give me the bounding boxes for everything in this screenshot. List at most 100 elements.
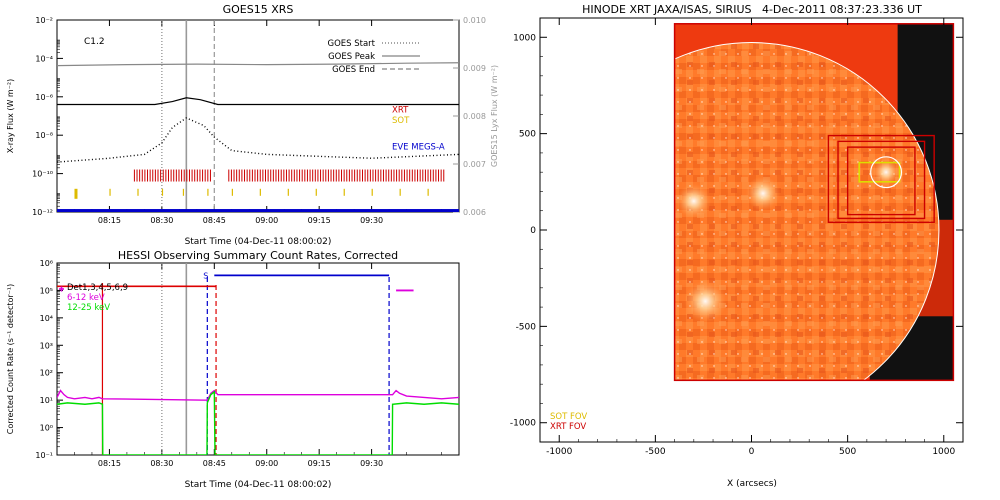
xrt-ytick-label: 500 [519, 130, 536, 140]
xrt-coverage-tick [154, 169, 156, 182]
xrt-coverage-tick [181, 169, 183, 182]
xrt-fov-subbox [846, 146, 916, 216]
sot-coverage-tick [182, 188, 185, 196]
xrt-coverage-tick [440, 169, 442, 182]
goes-xtick-label: 08:45 [203, 216, 226, 225]
xrt-coverage-tick [183, 169, 185, 182]
goes-xaxis: 08:15 08:30 08:45 09:00 09:15 09:30 [74, 20, 442, 225]
xrt-fov-subbox [827, 134, 935, 223]
sot-coverage-tick [399, 188, 401, 196]
xrt-coverage-tick [406, 169, 408, 182]
xrt-coverage-tick [165, 169, 167, 182]
xrt-coverage-tick [359, 169, 361, 182]
hessi-ytick-label: 10¹ [40, 396, 53, 405]
xrt-solar-image [563, 23, 954, 418]
xrt-coverage-tick [306, 169, 308, 182]
xrt-legend-label: XRT FOV [550, 422, 586, 432]
xrt-ytick-label: 0 [530, 226, 536, 236]
xrt-coverage-tick [209, 169, 211, 182]
xrt-coverage-tick [264, 169, 266, 182]
xrt-coverage-tick [414, 169, 416, 182]
xrt-ytick-label: 1000 [513, 33, 536, 43]
goes-right-ytick-label: 0.010 [463, 16, 486, 25]
xrt-coverage-tick [272, 169, 274, 182]
hessi-series [57, 389, 459, 455]
xrt-coverage-tick [188, 169, 190, 182]
xrt-coverage-tick [228, 169, 230, 182]
goes-instrument-legend-label: XRT [392, 105, 409, 115]
xrt-coverage-tick [236, 169, 238, 182]
xrt-solar-limb [563, 42, 940, 418]
xrt-coverage-tick [230, 169, 232, 182]
xrt-coverage-tick [304, 169, 306, 182]
xrt-coverage-tick [141, 169, 143, 182]
goes-ytick-label: 10⁻² [35, 16, 53, 25]
xrt-coverage-tick [314, 169, 316, 182]
xrt-coverage-tick [207, 169, 209, 182]
xrt-coverage-tick [322, 169, 324, 182]
xrt-coverage-tick [364, 169, 366, 182]
xrt-coverage-tick [390, 169, 392, 182]
xrt-coverage-tick [335, 169, 337, 182]
sot-coverage-tick [207, 188, 209, 196]
hessi-ytick-label: 10⁶ [40, 259, 53, 268]
eve-coverage-bar [57, 209, 459, 212]
xrt-coverage-tick [241, 169, 243, 182]
xrt-coverage-tick [139, 169, 141, 182]
xrt-coverage-tick [280, 169, 282, 182]
goes-series-line [57, 97, 459, 106]
hessi-ytick-label: 10⁰ [40, 424, 53, 433]
goes-ytick-label: 10⁻¹² [32, 208, 53, 217]
xrt-coverage-tick [199, 169, 201, 182]
xrt-coverage-tick [388, 169, 390, 182]
hessi-y-axis-label: Corrected Count Rate (s⁻¹ detector⁻¹) [6, 284, 15, 435]
hessi-ytick-label: 10⁻¹ [35, 451, 53, 460]
xrt-coverage-tick [333, 169, 335, 182]
sot-coverage-tick [427, 188, 429, 196]
goes-left-yaxis: 10⁻¹² 10⁻¹⁰ 10⁻⁸ 10⁻⁶ 10⁻⁴ 10⁻² [32, 16, 63, 217]
goes-xtick-label: 08:30 [150, 216, 173, 225]
xrt-coverage-tick [196, 169, 198, 182]
xrt-fov-subbox [837, 140, 926, 220]
hessi-x-axis-label: Start Time (04-Dec-11 08:00:02) [185, 480, 332, 490]
xrt-coverage-tick [202, 169, 204, 182]
xrt-coverage-tick [144, 169, 146, 182]
xrt-coverage-tick [330, 169, 332, 182]
goes-instrument-legend-label: EVE MEGS-A [392, 143, 445, 153]
goes-right-ytick-label: 0.008 [463, 112, 486, 121]
xrt-coverage-tick [301, 169, 303, 182]
xrt-coverage-tick [288, 169, 290, 182]
xrt-coverage-tick [291, 169, 293, 182]
goes-xrs-panel: GOES15 XRS 10⁻¹² 10⁻¹⁰ 10⁻⁸ 10⁻⁶ 10⁻⁴ 10⁻² 0.… [6, 3, 499, 247]
xrt-xtick-label: -500 [645, 447, 666, 457]
xrt-axes: -1000 -500 0 500 1000 -1000 -500 0 500 1000 [510, 17, 964, 457]
xrt-ytick-label: -500 [516, 322, 537, 332]
xrt-coverage-tick [422, 169, 424, 182]
xrt-xtick-label: 1000 [932, 447, 955, 457]
xrt-coverage-tick [170, 169, 172, 182]
xrt-coverage-tick [354, 169, 356, 182]
xrt-coverage-tick [244, 169, 246, 182]
hessi-event-lines [101, 263, 390, 455]
xrt-coverage-tick [285, 169, 287, 182]
hessi-series-line [57, 389, 459, 401]
hessi-legend-label: Det1,3,4,5,6,9 [67, 283, 128, 293]
xrt-coverage-tick [346, 169, 348, 182]
xrt-coverage-tick [382, 169, 384, 182]
xrt-coverage-tick [283, 169, 285, 182]
hessi-xtick-label: 08:45 [203, 459, 226, 468]
xrt-coverage-tick [377, 169, 379, 182]
xrt-coverage-tick [293, 169, 295, 182]
xrt-coverage-tick [341, 169, 343, 182]
xrt-coverage-tick [136, 169, 138, 182]
hessi-ytick-label: 10⁵ [40, 286, 53, 295]
sot-coverage-tick [231, 188, 233, 196]
xrt-coverage-tick [309, 169, 311, 182]
xrt-coverage-tick [375, 169, 377, 182]
xrt-coverage-tick [233, 169, 235, 182]
sot-coverage-tick [343, 188, 345, 196]
xrt-x-axis-label: X (arcsecs) [727, 479, 777, 489]
xrt-fov-box [673, 23, 955, 382]
xrt-coverage-tick [204, 169, 206, 182]
